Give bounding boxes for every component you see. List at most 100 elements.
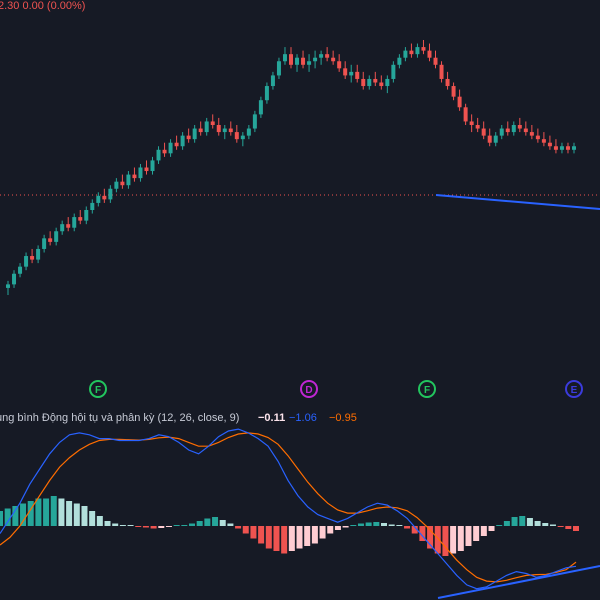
histogram-bar <box>434 526 441 554</box>
candle-body <box>307 61 312 65</box>
histogram-bar <box>565 526 572 529</box>
candle-body <box>445 78 450 87</box>
indicator-title[interactable]: ung bình Động hội tụ và phân kỳ (12, 26,… <box>0 412 239 424</box>
candle-body <box>192 128 197 140</box>
candle-body <box>198 128 203 133</box>
candle-body <box>96 195 101 203</box>
candle-body <box>234 132 239 140</box>
histogram-bar <box>357 523 364 526</box>
price-pane[interactable]: 2.30 0.00 (0.00%) <box>0 0 600 400</box>
histogram-bar <box>526 518 533 526</box>
candle-body <box>210 121 215 125</box>
candlestick-series <box>6 40 576 295</box>
histogram-bar <box>388 524 395 526</box>
candle-body <box>30 256 35 260</box>
candle-body <box>264 86 269 101</box>
candle-body <box>367 78 372 87</box>
histogram-bar <box>212 517 219 526</box>
event-marker-circle <box>300 380 318 398</box>
candle-body <box>252 114 257 129</box>
candle-body <box>421 47 426 51</box>
histogram-bar <box>427 526 434 549</box>
candle-body <box>204 121 209 133</box>
histogram-bar <box>219 520 226 526</box>
candle-body <box>565 146 570 150</box>
candle-body <box>60 224 65 232</box>
candle-body <box>439 64 444 79</box>
histogram-bar <box>327 526 334 534</box>
candle-body <box>222 128 227 133</box>
candle-body <box>186 135 191 140</box>
histogram-bar <box>373 522 380 526</box>
histogram-bar <box>20 503 27 526</box>
histogram-bar <box>165 526 172 527</box>
candle-body <box>18 266 23 274</box>
candle-body <box>541 139 546 143</box>
candle-body <box>90 202 95 210</box>
candle-body <box>547 142 552 147</box>
candle-body <box>301 57 306 65</box>
histogram-bar <box>365 522 372 526</box>
candle-body <box>240 135 245 140</box>
candle-body <box>246 128 251 136</box>
histogram-bar <box>542 523 549 526</box>
candle-body <box>403 50 408 58</box>
candle-body <box>361 78 366 87</box>
price-trendline[interactable] <box>435 194 600 210</box>
candle-body <box>102 195 107 200</box>
candle-body <box>451 86 456 97</box>
histogram-bar <box>158 526 165 528</box>
candle-body <box>162 149 167 154</box>
candle-body <box>385 78 390 87</box>
candle-body <box>174 142 179 147</box>
candle-body <box>66 224 71 228</box>
indicator-macd-value: −1.06 <box>289 412 317 424</box>
histogram-bar <box>503 521 510 526</box>
event-marker: D <box>300 380 318 398</box>
histogram-bar <box>573 526 579 531</box>
event-marker-circle <box>565 380 583 398</box>
histogram-bar <box>411 526 418 534</box>
histogram-bar <box>250 526 257 539</box>
histogram-bar <box>242 526 249 534</box>
candle-body <box>415 47 420 55</box>
histogram-bar <box>296 526 303 549</box>
indicator-signal-value: −0.95 <box>329 412 357 424</box>
candle-body <box>355 71 360 79</box>
candle-body <box>126 174 131 186</box>
histogram-bar <box>342 526 349 528</box>
histogram-bar <box>43 498 50 526</box>
histogram-bar <box>511 517 518 526</box>
candle-body <box>132 174 137 179</box>
histogram-bar <box>488 526 495 531</box>
histogram-bar <box>27 501 34 526</box>
candle-body <box>499 128 504 136</box>
candle-body <box>6 284 10 288</box>
event-marker-letter: F <box>424 385 430 396</box>
candle-body <box>337 61 342 69</box>
histogram-bar <box>480 526 487 536</box>
candle-body <box>228 128 233 133</box>
histogram-bar <box>404 526 411 529</box>
candle-body <box>535 135 540 140</box>
event-marker-letter: E <box>571 385 578 396</box>
histogram-bar <box>81 506 88 526</box>
macd-line <box>0 428 577 590</box>
candle-body <box>331 57 336 62</box>
histogram-bar <box>473 526 480 541</box>
candle-body <box>84 210 89 221</box>
histogram-bar <box>442 526 449 556</box>
histogram-bar <box>89 511 96 526</box>
candle-body <box>156 149 161 161</box>
event-marker: F <box>418 380 436 398</box>
candle-body <box>24 256 29 267</box>
histogram-bar <box>4 508 11 526</box>
histogram-bar <box>35 498 42 526</box>
candle-body <box>120 181 125 186</box>
histogram-bar <box>173 525 180 526</box>
candle-body <box>325 54 330 58</box>
macd-trendline[interactable] <box>437 565 600 599</box>
candle-body <box>144 167 149 172</box>
